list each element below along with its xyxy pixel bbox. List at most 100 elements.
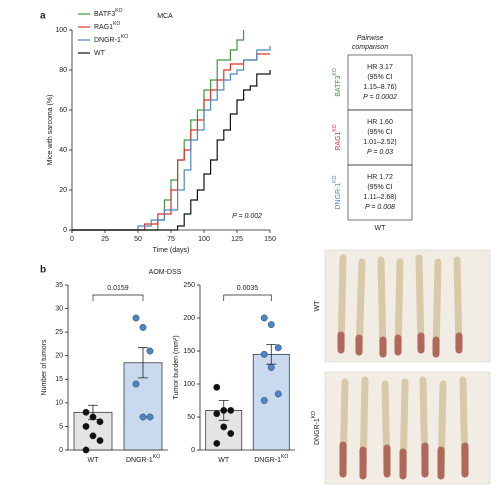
significance-bracket <box>92 294 144 301</box>
series-line <box>72 46 271 231</box>
x-tick-label-sup: KO <box>153 454 160 460</box>
table-text: 1.01–2.52) <box>363 139 396 146</box>
y-tick-label: 80 <box>59 67 67 74</box>
data-point <box>213 383 221 391</box>
photo-label-sup: KO <box>311 411 317 418</box>
photo-label-main: WT <box>314 300 321 312</box>
y-tick-label: 0 <box>191 447 195 454</box>
x-tick-label-main: DNGR-1 <box>254 457 281 464</box>
data-point <box>132 380 140 388</box>
axis <box>69 30 270 233</box>
panel-label: a <box>40 11 46 22</box>
panel-title: AOM-DSS <box>149 269 182 276</box>
row-label-main: RAG1 <box>335 131 342 150</box>
panel-label: b <box>40 265 46 276</box>
y-tick-label: 10 <box>55 400 63 407</box>
table-text: P = 0.03 <box>367 149 393 156</box>
data-point <box>227 430 235 437</box>
data-point <box>220 406 228 414</box>
y-axis-label: Tumor burden (mm²) <box>173 335 180 399</box>
x-tick-label: WT <box>218 457 230 464</box>
data-point <box>82 408 90 416</box>
row-label-sup: KO <box>332 175 338 182</box>
data-point <box>267 364 275 371</box>
legend-label: DNGR-1KO <box>94 34 128 44</box>
y-tick-label: 5 <box>59 423 63 430</box>
table-text: 1.15–8.76) <box>363 84 396 91</box>
table-text: (95% CI <box>367 129 392 136</box>
y-tick-label: 15 <box>55 376 63 383</box>
data-point <box>132 314 140 322</box>
data-point <box>82 446 90 454</box>
legend-label-main: DNGR-1 <box>94 37 121 44</box>
data-point <box>89 432 97 440</box>
row-label-main: BATF3 <box>335 75 342 96</box>
data-point <box>213 410 221 418</box>
row-label-sup: KO <box>332 124 338 131</box>
legend-label: RAG1KO <box>94 21 120 31</box>
y-tick-label: 200 <box>183 315 195 322</box>
photo-bottom <box>324 371 491 485</box>
y-tick-label: 150 <box>183 348 195 355</box>
data-point <box>260 350 268 358</box>
y-tick-label: 20 <box>59 187 67 194</box>
data-point <box>260 397 268 404</box>
table-text: (95% CI <box>367 184 392 191</box>
x-tick-label: 125 <box>231 236 243 243</box>
x-tick-label: 150 <box>264 236 276 243</box>
x-tick-label-main: WT <box>218 457 230 464</box>
table-text: (95% CI <box>367 74 392 81</box>
data-point <box>267 321 275 328</box>
y-axis-label: Number of tumors <box>41 339 48 396</box>
legend-label: WT <box>94 50 106 57</box>
x-axis-label: Time (days) <box>153 247 190 254</box>
annotation: 0.0035 <box>237 285 259 292</box>
legend-label-main: WT <box>94 50 106 57</box>
row-label: DNGR-1KO <box>332 175 342 209</box>
row-label: RAG1KO <box>332 124 342 150</box>
x-tick-label-main: DNGR-1 <box>126 457 153 464</box>
data-point <box>82 423 90 430</box>
legend-label-sup: KO <box>121 34 128 40</box>
row-label: BATF3KO <box>332 68 342 97</box>
table-text: 1.11–2.68) <box>364 194 397 201</box>
y-tick-label: 0 <box>59 447 63 454</box>
y-tick-label: 20 <box>55 353 63 360</box>
series-line <box>72 70 271 231</box>
data-point <box>146 413 154 421</box>
legend-label: BATF3KO <box>94 8 123 18</box>
data-point <box>274 390 282 398</box>
table-header: comparison <box>352 44 388 51</box>
row-label-sup: KO <box>332 68 338 75</box>
data-point <box>139 413 147 421</box>
x-tick-label-sup: KO <box>281 454 288 460</box>
x-tick-label: 50 <box>134 236 142 243</box>
y-tick-label: 250 <box>183 282 195 289</box>
photo-label: DNGR-1KO <box>311 411 321 445</box>
significance-bracket <box>223 294 272 301</box>
data-point <box>220 423 228 431</box>
y-tick-label: 30 <box>55 305 63 312</box>
photo-label-main: DNGR-1 <box>314 418 321 445</box>
table-text: HR 1.72 <box>367 174 393 181</box>
y-tick-label: 25 <box>55 329 63 336</box>
x-tick-label: 100 <box>198 236 210 243</box>
data-point <box>139 324 147 331</box>
y-tick-label: 40 <box>59 147 67 154</box>
y-tick-label: 100 <box>55 27 67 34</box>
photo-label: WT <box>314 300 321 312</box>
x-tick-label: 0 <box>70 236 74 243</box>
x-tick-label: 25 <box>101 236 109 243</box>
data-point <box>274 344 282 352</box>
data-point <box>146 347 154 355</box>
photo-top <box>324 249 491 363</box>
table-text: HR 3.17 <box>367 64 393 71</box>
data-point <box>89 413 97 421</box>
table-text: HR 1.60 <box>367 119 393 126</box>
series-line <box>72 30 245 231</box>
table-text: P = 0.0002 <box>363 94 397 101</box>
annotation: 0.0159 <box>107 285 129 292</box>
y-tick-label: 0 <box>63 227 67 234</box>
table-header: Pairwise <box>357 35 384 42</box>
